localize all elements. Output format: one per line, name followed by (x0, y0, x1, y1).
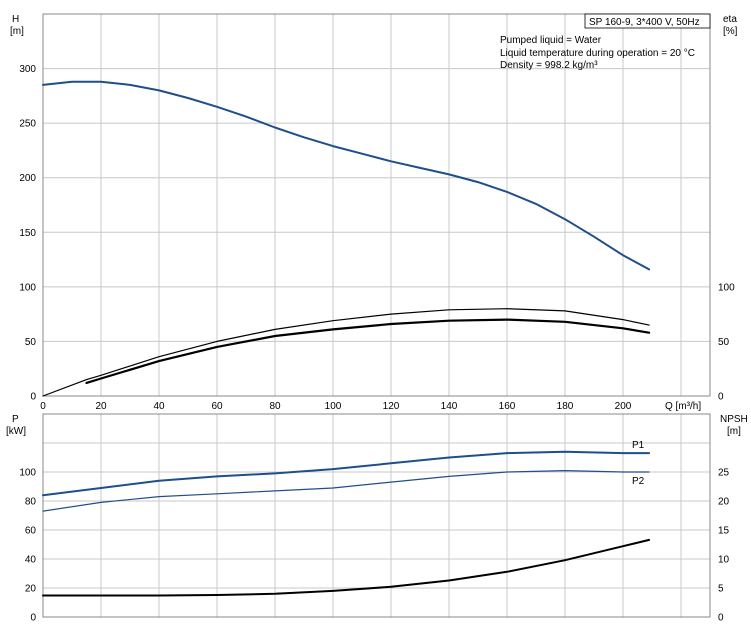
x-tick-label: 140 (441, 401, 458, 412)
x-tick-label: 100 (325, 401, 342, 412)
frames (42, 13, 711, 618)
x-tick-label: 160 (499, 401, 516, 412)
x-tick-label: 20 (95, 401, 107, 412)
series-label-p1: P1 (632, 440, 645, 451)
series (42, 80, 651, 597)
plot-frame (42, 13, 711, 397)
y2-tick-label: 100 (718, 282, 735, 293)
top-y2-axis-unit: [%] (723, 26, 738, 37)
y2-tick-label: 20 (718, 497, 730, 508)
y2-tick-label: 15 (718, 526, 730, 537)
x-tick-label: 40 (153, 401, 165, 412)
top-y-axis-unit: [m] (10, 26, 24, 37)
y-tick-label: 100 (19, 468, 36, 479)
y-tick-label: 150 (19, 228, 36, 239)
x-tick-label: 200 (615, 401, 632, 412)
x-tick-label: 60 (211, 401, 223, 412)
y-tick-label: 0 (30, 392, 36, 403)
y-tick-label: 60 (25, 526, 37, 537)
y-tick-label: 200 (19, 173, 36, 184)
top-y2-axis-label: eta (723, 14, 737, 25)
x-tick-label: 0 (40, 401, 46, 412)
top-y-axis-label: H (12, 14, 19, 25)
efficiency-pump-curve (42, 308, 650, 397)
y-tick-label: 20 (25, 584, 37, 595)
plot-frame (42, 413, 711, 618)
y2-tick-label: 0 (718, 613, 724, 624)
bottom-y-axis-label: P (12, 414, 19, 425)
y2-tick-label: 25 (718, 468, 730, 479)
y2-tick-label: 10 (718, 555, 730, 566)
bottom-y2-axis-label: NPSH (720, 414, 748, 425)
density-label: Density = 998.2 kg/m³ (500, 60, 598, 71)
head-curve (42, 80, 651, 271)
x-tick-label: 120 (383, 401, 400, 412)
pump-model-label: SP 160-9, 3*400 V, 50Hz (589, 17, 700, 28)
bottom-y-axis-unit: [kW] (6, 426, 26, 437)
y-tick-label: 0 (30, 613, 36, 624)
pumped-liquid-label: Pumped liquid = Water (500, 35, 602, 46)
y-tick-label: 40 (25, 555, 37, 566)
y-tick-label: 300 (19, 64, 36, 75)
y2-tick-label: 5 (718, 584, 724, 595)
p2-power-curve (42, 470, 650, 512)
x-tick-label: 180 (557, 401, 574, 412)
y2-tick-label: 0 (718, 392, 724, 403)
x-axis-label: Q [m³/h] (665, 401, 701, 412)
y-tick-label: 250 (19, 119, 36, 130)
y-tick-label: 80 (25, 497, 37, 508)
series-label-p2: P2 (632, 476, 645, 487)
bottom-y2-axis-unit: [m] (727, 426, 741, 437)
y2-tick-label: 50 (718, 337, 730, 348)
p1-power-curve (42, 450, 651, 497)
grid (43, 13, 710, 617)
liquid-temperature-label: Liquid temperature during operation = 20… (500, 48, 695, 59)
pump-info-box (584, 13, 711, 29)
x-tick-label: 80 (269, 401, 281, 412)
efficiency-total-curve (85, 318, 651, 384)
npsh-curve (42, 538, 651, 597)
y-tick-label: 100 (19, 282, 36, 293)
y-tick-label: 50 (25, 337, 37, 348)
